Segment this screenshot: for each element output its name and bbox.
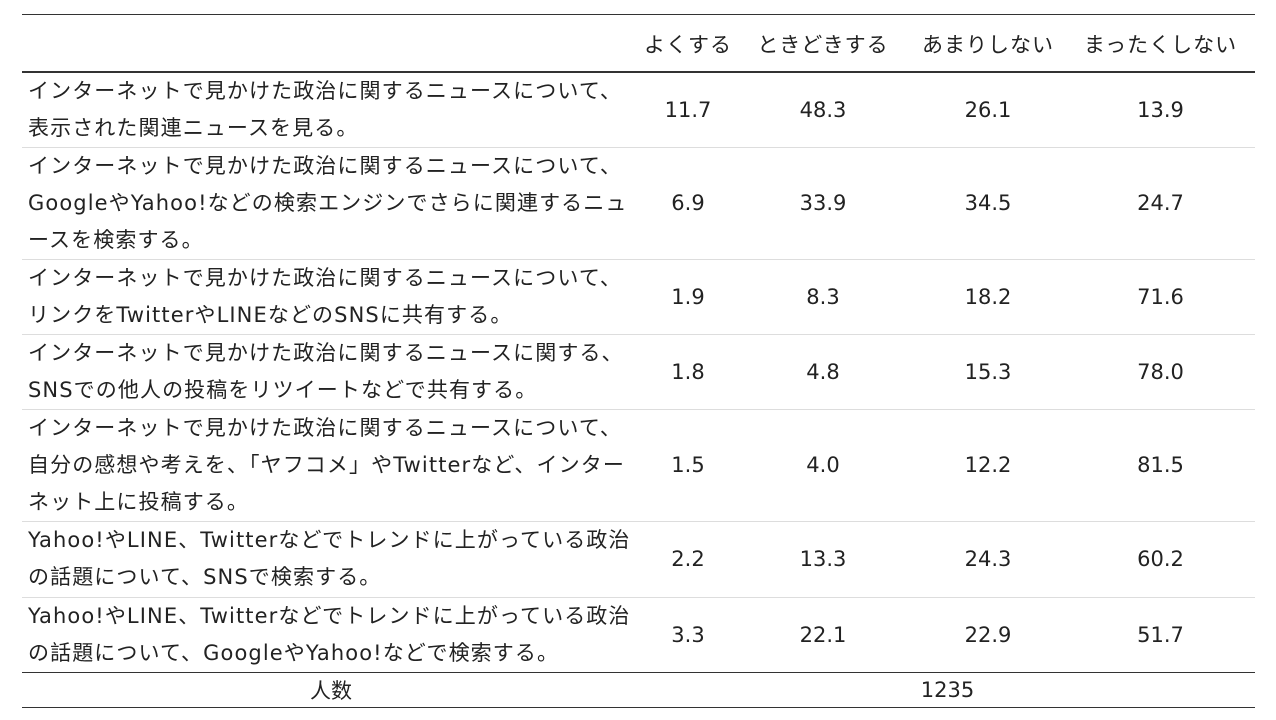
value-cell: 22.9 (964, 622, 1012, 647)
value-cell: 4.8 (806, 359, 840, 384)
column-header: まったくしない (1083, 32, 1238, 57)
value-cell: 1.9 (671, 284, 705, 309)
value-cell: 6.9 (671, 191, 705, 215)
table-row: Yahoo!やLINE、Twitterなどでトレンドに上がっている政治の話題につ… (22, 597, 1255, 672)
footer-value: 1235 (920, 677, 975, 702)
value-cell: 81.5 (1137, 453, 1184, 477)
value-cell: 1.8 (671, 359, 705, 384)
row-label: インターネットで見かけた政治に関するニュースについて、表示された関連ニュースを見… (28, 78, 622, 140)
value-cell: 8.3 (806, 284, 840, 309)
header-row: よくする ときどきする あまりしない まったくしない (22, 15, 1255, 72)
table-row: インターネットで見かけた政治に関するニュースについて、自分の感想や考えを、「ヤフ… (22, 409, 1255, 521)
row-label: インターネットで見かけた政治に関するニュースについて、GoogleやYahoo!… (28, 153, 628, 252)
value-cell: 78.0 (1137, 359, 1184, 384)
table-row: Yahoo!やLINE、Twitterなどでトレンドに上がっている政治の話題につ… (22, 521, 1255, 597)
value-cell: 26.1 (964, 97, 1012, 122)
value-cell: 24.7 (1137, 191, 1184, 215)
value-cell: 12.2 (964, 453, 1012, 477)
row-label: インターネットで見かけた政治に関するニュースについて、自分の感想や考えを、「ヤフ… (28, 415, 625, 514)
row-label: Yahoo!やLINE、Twitterなどでトレンドに上がっている政治の話題につ… (28, 528, 631, 589)
row-label: Yahoo!やLINE、Twitterなどでトレンドに上がっている政治の話題につ… (28, 603, 631, 665)
column-header: よくする (644, 32, 732, 57)
value-cell: 60.2 (1137, 547, 1184, 571)
header-cell-empty (22, 15, 640, 72)
table-row: インターネットで見かけた政治に関するニュースに関する、SNSでの他人の投稿をリツ… (22, 334, 1255, 409)
value-cell: 11.7 (664, 97, 712, 122)
value-cell: 48.3 (799, 97, 847, 122)
table-row: インターネットで見かけた政治に関するニュースについて、リンクをTwitterやL… (22, 259, 1255, 334)
row-label: インターネットで見かけた政治に関するニュースについて、リンクをTwitterやL… (28, 265, 622, 327)
value-cell: 13.9 (1137, 97, 1184, 122)
table-body: インターネットで見かけた政治に関するニュースについて、表示された関連ニュースを見… (22, 72, 1255, 672)
value-cell: 13.3 (799, 547, 847, 571)
value-cell: 24.3 (964, 547, 1012, 571)
value-cell: 71.6 (1137, 284, 1184, 309)
table-header: よくする ときどきする あまりしない まったくしない (22, 14, 1255, 72)
table-row: インターネットで見かけた政治に関するニュースについて、表示された関連ニュースを見… (22, 72, 1255, 147)
column-header: ときどきする (757, 32, 889, 57)
value-cell: 33.9 (799, 191, 847, 215)
value-cell: 4.0 (806, 453, 840, 477)
row-label: インターネットで見かけた政治に関するニュースに関する、SNSでの他人の投稿をリツ… (28, 340, 624, 402)
value-cell: 1.5 (671, 453, 705, 477)
table-row: インターネットで見かけた政治に関するニュースについて、GoogleやYahoo!… (22, 147, 1255, 259)
value-cell: 22.1 (799, 622, 847, 647)
value-cell: 18.2 (964, 284, 1012, 309)
column-header: あまりしない (922, 32, 1054, 57)
footer-row: 人数 1235 (22, 672, 1255, 707)
value-cell: 34.5 (964, 191, 1012, 215)
footer-label: 人数 (310, 678, 352, 703)
value-cell: 2.2 (671, 547, 705, 571)
value-cell: 51.7 (1137, 622, 1184, 647)
value-cell: 3.3 (671, 622, 705, 647)
data-table: よくする ときどきする あまりしない まったくしない インターネットで見かけた政治に関… (22, 14, 1255, 708)
table-footer: 人数 1235 (22, 672, 1255, 707)
value-cell: 15.3 (964, 359, 1012, 384)
